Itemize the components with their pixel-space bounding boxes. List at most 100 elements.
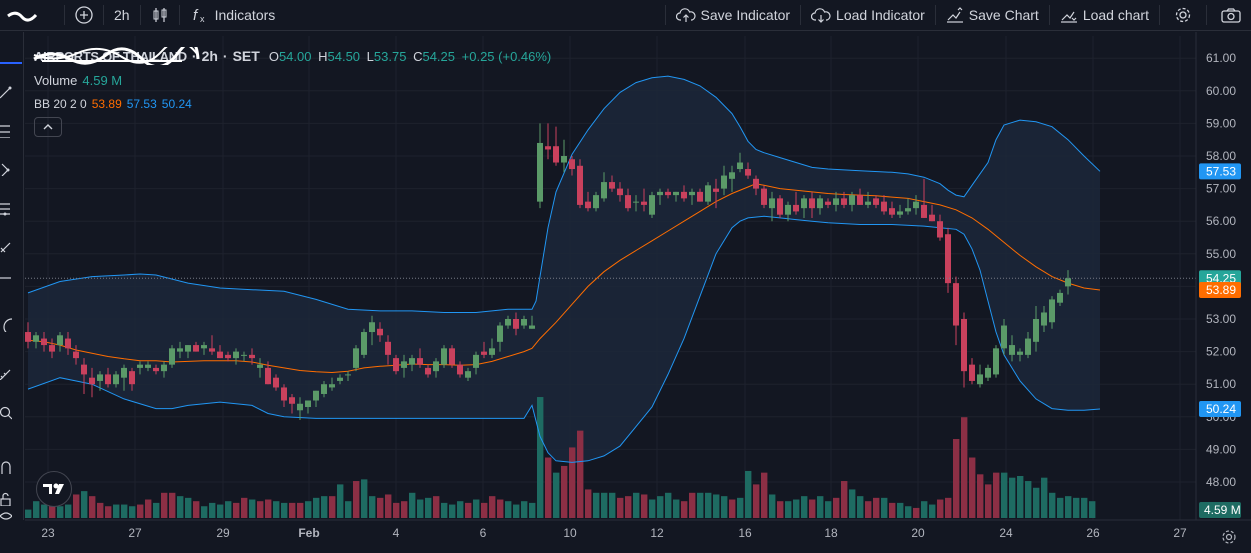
interval-button[interactable]: 2h (108, 0, 136, 31)
volume-bar (753, 484, 760, 518)
divider (64, 5, 65, 25)
volume-bar (393, 502, 400, 518)
zoom-icon[interactable] (0, 406, 12, 420)
settings-button[interactable] (1164, 0, 1202, 31)
candle-body (137, 364, 143, 368)
lock-icon[interactable] (0, 492, 12, 506)
eye-icon[interactable] (0, 510, 12, 524)
volume-label[interactable]: Volume (34, 72, 78, 88)
volume-bar (457, 501, 464, 518)
candle-body (713, 188, 719, 192)
time-axis[interactable]: 23 27 29 Feb 4 6 10 12 16 18 20 24 26 27 (0, 519, 1251, 553)
candle-body (113, 374, 119, 385)
tradingview-logo[interactable] (36, 471, 72, 507)
price-badge-label: 53.89 (1206, 283, 1236, 297)
candle-body (681, 191, 687, 199)
volume-bar (593, 492, 600, 518)
brush-icon[interactable] (0, 240, 12, 254)
pitchfork-icon[interactable] (0, 162, 12, 176)
volume-bar (777, 501, 784, 518)
interval-label: 2h (114, 7, 130, 23)
candle-body (529, 325, 535, 329)
volume-bar (681, 501, 688, 518)
candle-body (153, 367, 159, 372)
candle-body (1049, 299, 1055, 323)
candle-body (1001, 325, 1007, 349)
candle-body (129, 371, 135, 385)
volume-bar (113, 504, 120, 518)
candle-body (881, 201, 887, 212)
save-chart-button[interactable]: Save Chart (940, 0, 1045, 31)
snapshot-button[interactable] (1211, 0, 1251, 31)
legend-interval: 2h (201, 48, 218, 64)
magnet-icon[interactable] (0, 460, 12, 474)
ohlc-values: O54.00 H54.50 L53.75 C54.25 +0.25 (+0.46… (269, 49, 551, 64)
legend-exchange: SET (232, 48, 260, 64)
volume-bar (809, 499, 816, 518)
axis-settings-button[interactable] (1213, 525, 1245, 549)
volume-bar (817, 496, 824, 518)
volume-bar (465, 502, 472, 518)
candle-body (809, 198, 815, 209)
candle-body (905, 208, 911, 212)
chart-legend: AIRPORTS OF THAILAND · 2h · SET O54.00 H… (33, 44, 551, 116)
bollinger-band-fill (28, 76, 1100, 463)
candle-body (609, 182, 615, 189)
volume-bar (945, 497, 952, 518)
candle-body (425, 367, 431, 375)
text-tool-icon[interactable] (0, 276, 12, 290)
save-indicator-button[interactable]: Save Indicator (670, 0, 797, 31)
candle-body (761, 188, 767, 205)
candle-body (465, 371, 471, 378)
candle-body (929, 214, 935, 222)
collapse-legend-button[interactable] (34, 117, 62, 137)
price-tick-label: 52.00 (1206, 345, 1236, 359)
candle-body (497, 325, 503, 342)
divider (1206, 5, 1207, 25)
pattern-icon[interactable] (0, 318, 12, 332)
volume-bar (217, 504, 224, 518)
candle-body (73, 351, 79, 359)
volume-bar (57, 506, 64, 518)
trend-line-icon[interactable] (0, 86, 12, 100)
candle-body (953, 283, 959, 326)
volume-bar (713, 494, 720, 518)
candle-body (1065, 278, 1071, 287)
volume-bar (473, 499, 480, 518)
volume-bar (721, 496, 728, 518)
load-indicator-button[interactable]: Load Indicator (805, 0, 931, 31)
volume-bar (41, 504, 48, 518)
candle-body (89, 377, 95, 385)
volume-bars (25, 397, 1096, 518)
volume-bar (49, 499, 56, 518)
ruler-icon[interactable] (0, 366, 12, 380)
candle-body (833, 198, 839, 205)
add-symbol-button[interactable] (69, 0, 99, 31)
candle-body (865, 201, 871, 205)
candle-body (281, 387, 287, 401)
candle-body (1033, 319, 1039, 342)
volume-bar (905, 506, 912, 518)
candle-body (161, 364, 167, 372)
volume-bar (241, 497, 248, 518)
volume-bar (825, 501, 832, 518)
volume-bar (529, 502, 536, 518)
price-axis[interactable]: 48.0049.0050.0051.0052.0053.0054.0055.00… (1195, 32, 1251, 520)
horizontal-lines-icon[interactable] (0, 124, 12, 138)
fib-icon[interactable] (0, 202, 12, 216)
volume-bar (673, 499, 680, 518)
volume-bar (689, 492, 696, 518)
menu-icon[interactable] (0, 0, 60, 31)
chart-type-button[interactable] (145, 0, 175, 31)
price-tick-label: 49.00 (1206, 442, 1236, 456)
volume-bar (601, 492, 608, 518)
volume-bar (1049, 492, 1056, 518)
volume-bar (321, 496, 328, 518)
candle-body (401, 361, 407, 368)
candle-body (57, 335, 63, 346)
bb-label[interactable]: BB 20 2 0 (34, 97, 87, 111)
volume-bar (345, 501, 352, 518)
load-chart-button[interactable]: Load chart (1054, 0, 1155, 31)
